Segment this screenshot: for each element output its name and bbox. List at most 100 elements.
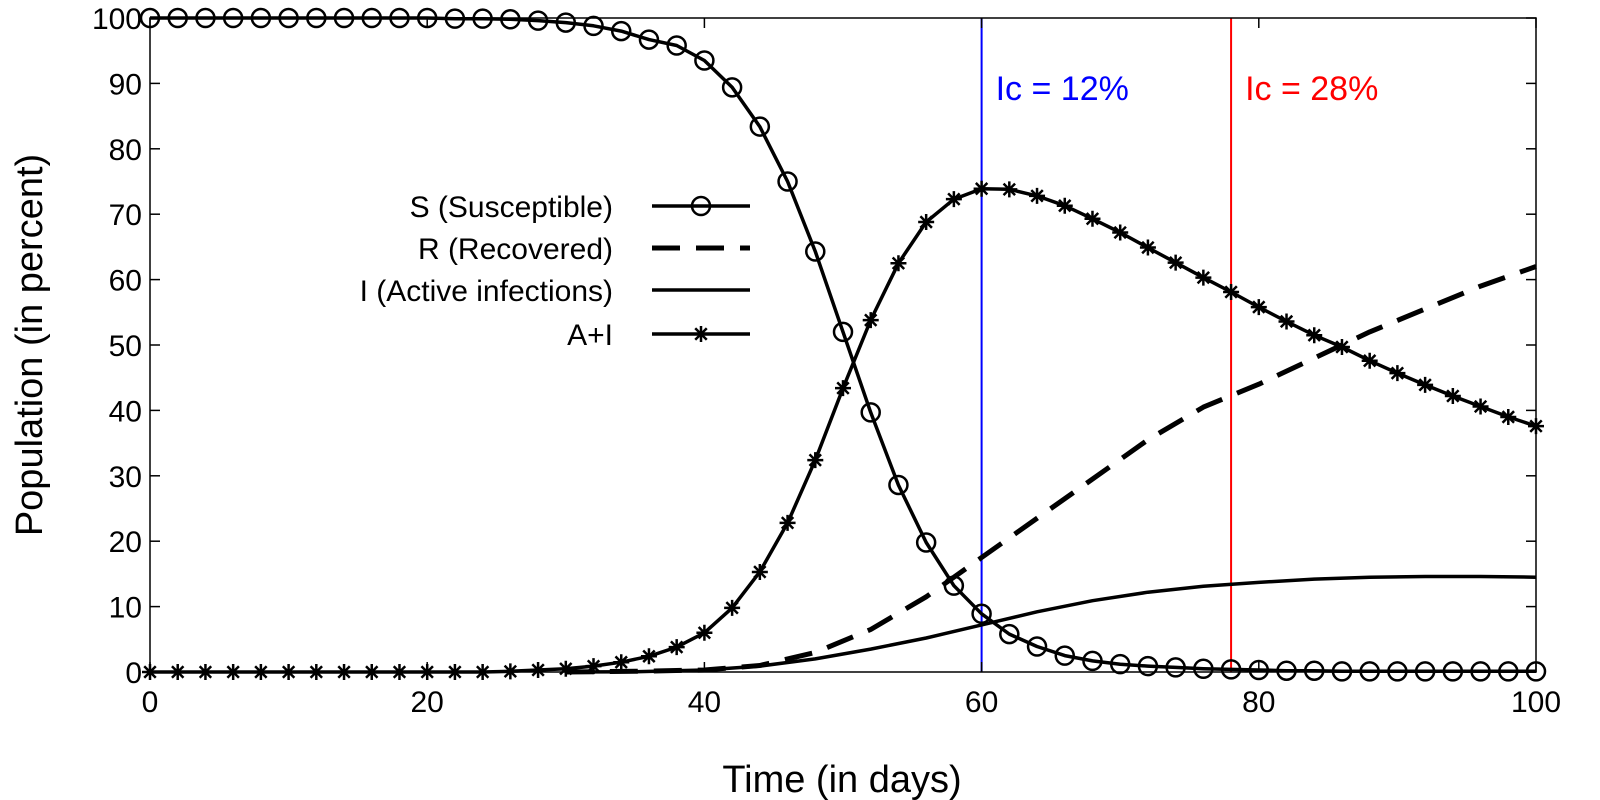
data-point [971, 603, 992, 625]
axis-ticks: 0 20 40 60 80 100 0 10 20 30 40 50 60 70 80 90 100 [92, 3, 1561, 719]
data-point [583, 15, 604, 37]
data-point [1220, 659, 1242, 680]
legend-label: A+I [567, 319, 613, 352]
data-point [749, 116, 771, 137]
legend-label: I (Active infections) [360, 275, 613, 308]
legend-label: S (Susceptible) [410, 191, 613, 224]
x-tick-label: 20 [411, 686, 444, 719]
legend-marker [690, 195, 712, 217]
series-line [565, 264, 1537, 675]
data-point [1333, 338, 1350, 355]
data-point [527, 10, 549, 31]
series-4 [142, 180, 1544, 680]
x-tick-label: 80 [1242, 686, 1275, 719]
data-point [1276, 660, 1297, 681]
data-point [1165, 657, 1186, 678]
data-point [915, 532, 937, 553]
data-point [1444, 388, 1461, 405]
data-point [1112, 224, 1129, 241]
data-point [638, 29, 660, 50]
data-point [694, 50, 715, 71]
series-2 [565, 264, 1537, 675]
y-tick-label: 70 [109, 199, 142, 232]
y-tick-label: 100 [92, 3, 142, 36]
data-point [1306, 327, 1323, 344]
y-tick-label: 30 [109, 461, 142, 494]
data-point [585, 658, 602, 675]
data-point [888, 474, 909, 496]
legend: S (Susceptible) R (Recovered) I (Active in… [360, 191, 750, 352]
series-line [565, 574, 1537, 674]
x-tick-label: 100 [1511, 686, 1561, 719]
data-point [1193, 658, 1214, 679]
data-point [1137, 655, 1159, 677]
data-point [1109, 653, 1131, 675]
data-point [1250, 299, 1267, 316]
data-point [1082, 650, 1103, 672]
data-point [1056, 197, 1073, 214]
data-point [999, 623, 1020, 645]
data-point [696, 624, 713, 641]
data-point [807, 452, 824, 469]
y-axis-title: Population (in percent) [9, 154, 51, 536]
series-line [150, 186, 1537, 674]
y-tick-label: 90 [109, 68, 142, 101]
data-point [1054, 645, 1076, 666]
data-point [1026, 636, 1048, 657]
data-point [610, 20, 632, 42]
x-tick-label: 60 [965, 686, 998, 719]
y-tick-label: 20 [109, 526, 142, 559]
data-point [1001, 181, 1018, 198]
data-point [1084, 210, 1101, 227]
series-line [150, 16, 1536, 674]
y-tick-label: 50 [109, 330, 142, 363]
series-3 [565, 574, 1537, 674]
data-point [860, 402, 881, 423]
y-tick-label: 80 [109, 134, 142, 167]
y-tick-label: 10 [109, 592, 142, 625]
data-point [1303, 660, 1325, 681]
data-point [1029, 187, 1046, 204]
data-point [1139, 239, 1156, 256]
data-point [835, 380, 851, 397]
data-point [668, 639, 685, 656]
data-point [751, 563, 768, 580]
data-point [777, 171, 798, 192]
data-point [1248, 659, 1270, 681]
x-tick-label: 40 [688, 686, 721, 719]
legend-marker [693, 326, 709, 342]
data-point [1389, 365, 1406, 382]
x-axis-title: Time (in days) [722, 759, 961, 800]
data-point [1167, 254, 1184, 271]
data-point [1361, 352, 1378, 369]
data-point [640, 648, 657, 665]
data-point [862, 312, 879, 329]
data-point [890, 255, 907, 272]
data-point [721, 77, 743, 98]
data-point [666, 35, 687, 56]
data-point [1472, 398, 1489, 415]
plot-area-frame [149, 17, 1537, 673]
threshold-label: Ic = 28% [1245, 70, 1378, 108]
data-point [779, 514, 796, 531]
data-point [973, 180, 990, 197]
y-tick-label: 60 [109, 265, 142, 298]
data-point [1278, 313, 1295, 330]
data-point [832, 321, 854, 343]
data-point [557, 660, 574, 677]
data-point [918, 214, 935, 231]
data-point [1223, 284, 1240, 301]
annotation-layer: Ic = 12% Ic = 28% [980, 18, 1378, 672]
legend-label: R (Recovered) [418, 233, 613, 266]
data-point [1417, 376, 1434, 393]
data-point [805, 241, 826, 262]
data-point [1500, 408, 1517, 425]
data-point [530, 662, 547, 679]
data-point [555, 12, 577, 33]
data-point [724, 599, 741, 616]
data-point [945, 191, 962, 208]
series-layer [139, 7, 1547, 682]
x-tick-label: 0 [142, 686, 159, 719]
y-tick-label: 40 [109, 395, 142, 428]
